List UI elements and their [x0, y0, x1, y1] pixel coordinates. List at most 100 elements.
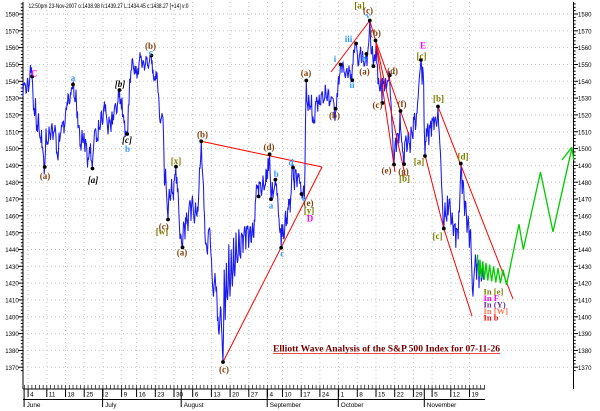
svg-text:[a]: [a] — [88, 175, 99, 185]
svg-text:[w]: [w] — [156, 227, 169, 237]
svg-text:1540: 1540 — [5, 79, 19, 86]
svg-text:November: November — [427, 402, 457, 409]
svg-text:1510: 1510 — [578, 129, 592, 136]
svg-text:October: October — [341, 402, 365, 409]
svg-text:2: 2 — [105, 392, 109, 399]
svg-text:12:50pm 23-Nov-2007 o:1438.98: 12:50pm 23-Nov-2007 o:1438.98 h:1439.27 … — [29, 3, 189, 10]
svg-text:[a]: [a] — [354, 1, 365, 11]
svg-text:1390: 1390 — [578, 331, 592, 338]
svg-text:(e): (e) — [382, 166, 392, 176]
svg-text:1410: 1410 — [578, 298, 592, 305]
svg-text:23: 23 — [157, 392, 165, 399]
svg-text:[c]: [c] — [417, 51, 427, 61]
svg-text:a: a — [269, 200, 274, 210]
svg-text:30: 30 — [176, 392, 184, 399]
svg-text:[x]: [x] — [171, 156, 182, 166]
svg-text:In [e]: In [e] — [484, 287, 504, 297]
svg-text:1460: 1460 — [578, 213, 592, 220]
svg-text:1410: 1410 — [5, 298, 19, 305]
svg-text:August: August — [184, 402, 204, 409]
svg-text:(b): (b) — [370, 28, 381, 38]
svg-text:i: i — [334, 54, 337, 64]
svg-text:13: 13 — [213, 392, 221, 399]
svg-text:9: 9 — [124, 392, 128, 399]
svg-text:1450: 1450 — [578, 230, 592, 237]
svg-text:4: 4 — [30, 392, 34, 399]
svg-text:8: 8 — [359, 392, 363, 399]
svg-text:1420: 1420 — [5, 281, 19, 288]
svg-text:29: 29 — [415, 392, 423, 399]
svg-text:(a): (a) — [40, 171, 51, 181]
svg-text:1420: 1420 — [578, 281, 592, 288]
svg-text:1520: 1520 — [578, 113, 592, 120]
svg-text:(b): (b) — [197, 130, 208, 140]
svg-text:1470: 1470 — [578, 197, 592, 204]
svg-text:11: 11 — [49, 392, 56, 399]
svg-text:In b: In b — [484, 313, 499, 323]
svg-text:18: 18 — [68, 392, 76, 399]
svg-text:12: 12 — [453, 392, 461, 399]
svg-text:10: 10 — [285, 392, 293, 399]
svg-text:1500: 1500 — [5, 146, 19, 153]
svg-text:[a]: [a] — [414, 157, 425, 167]
svg-text:(a): (a) — [177, 248, 188, 258]
svg-text:1490: 1490 — [5, 163, 19, 170]
svg-text:(g): (g) — [398, 167, 409, 177]
svg-text:1560: 1560 — [578, 45, 592, 52]
svg-text:(c): (c) — [373, 100, 383, 110]
svg-text:1510: 1510 — [5, 129, 19, 136]
svg-text:1500: 1500 — [578, 146, 592, 153]
svg-text:5: 5 — [434, 392, 438, 399]
svg-text:1530: 1530 — [5, 96, 19, 103]
svg-text:(c): (c) — [219, 365, 229, 375]
svg-text:1520: 1520 — [5, 113, 19, 120]
svg-text:July: July — [105, 402, 117, 409]
svg-text:1550: 1550 — [5, 62, 19, 69]
svg-text:1460: 1460 — [5, 213, 19, 220]
svg-text:In (Y): In (Y) — [484, 300, 506, 310]
svg-text:E: E — [420, 41, 426, 51]
svg-text:1480: 1480 — [5, 180, 19, 187]
svg-text:1450: 1450 — [5, 230, 19, 237]
svg-text:(b): (b) — [145, 41, 156, 51]
svg-text:C: C — [31, 69, 38, 79]
svg-text:1380: 1380 — [578, 348, 592, 355]
svg-text:4: 4 — [270, 392, 274, 399]
svg-text:In [W]: In [W] — [484, 306, 509, 316]
svg-text:(d): (d) — [387, 66, 398, 76]
svg-text:27: 27 — [251, 392, 259, 399]
svg-text:1570: 1570 — [5, 28, 19, 35]
svg-text:(c): (c) — [363, 6, 373, 16]
svg-text:d: d — [288, 158, 293, 168]
svg-text:6: 6 — [195, 392, 199, 399]
svg-text:Elliott Wave Analysis of the S: Elliott Wave Analysis of the S&P 500 Ind… — [273, 344, 500, 355]
svg-text:iii: iii — [345, 34, 353, 44]
svg-text:b: b — [125, 144, 130, 154]
svg-text:1430: 1430 — [578, 264, 592, 271]
svg-text:(a): (a) — [359, 67, 370, 77]
svg-text:(b): (b) — [329, 111, 340, 121]
svg-text:September: September — [270, 402, 302, 409]
svg-text:1530: 1530 — [578, 96, 592, 103]
svg-text:[y]: [y] — [304, 206, 315, 216]
svg-text:1: 1 — [341, 392, 345, 399]
svg-text:1480: 1480 — [578, 180, 592, 187]
svg-text:1580: 1580 — [578, 12, 592, 19]
svg-text:1440: 1440 — [578, 247, 592, 254]
svg-text:20: 20 — [232, 392, 240, 399]
svg-text:1440: 1440 — [5, 247, 19, 254]
svg-text:15: 15 — [378, 392, 386, 399]
svg-text:[b]: [b] — [115, 79, 126, 89]
svg-text:1370: 1370 — [5, 365, 19, 372]
svg-text:1380: 1380 — [5, 348, 19, 355]
svg-text:[b]: [b] — [433, 94, 444, 104]
svg-text:c: c — [149, 48, 153, 58]
svg-text:iv: iv — [361, 54, 369, 64]
svg-text:1560: 1560 — [5, 45, 19, 52]
svg-text:1470: 1470 — [5, 197, 19, 204]
svg-text:[c]: [c] — [122, 135, 132, 145]
svg-text:25: 25 — [86, 392, 94, 399]
svg-text:1550: 1550 — [578, 62, 592, 69]
svg-text:(e): (e) — [304, 198, 314, 208]
svg-text:1390: 1390 — [5, 331, 19, 338]
